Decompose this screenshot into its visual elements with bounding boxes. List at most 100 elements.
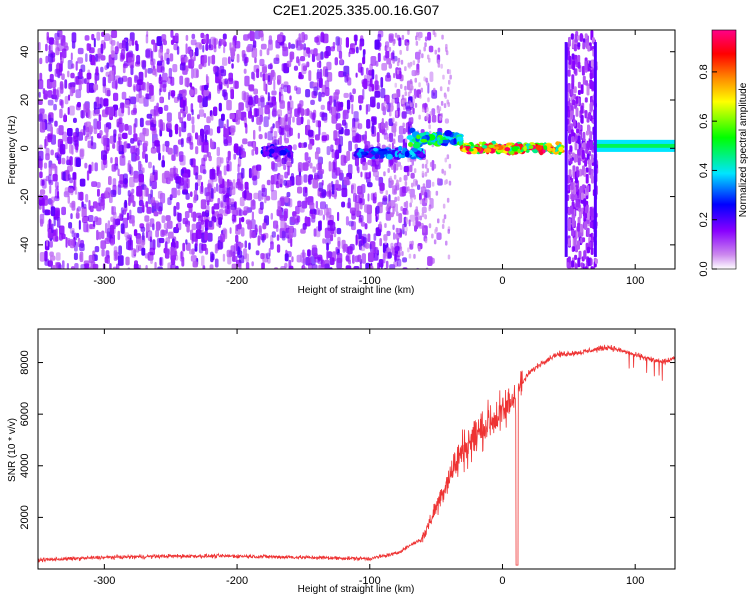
spectrogram-noise-cell: [197, 135, 202, 146]
snr-y-tick-label: 4000: [19, 454, 31, 478]
spectrogram-noise-cell: [400, 84, 403, 89]
spectrogram-noise-cell: [263, 116, 269, 128]
spectrogram-noise-cell: [54, 32, 61, 40]
spectrogram-stripe-cell: [572, 60, 576, 71]
spectrogram-noise-cell: [232, 179, 236, 190]
spectrogram-noise-cell: [383, 234, 388, 242]
spectrogram-noise-cell: [292, 116, 295, 123]
spectrogram-noise-cell: [121, 91, 127, 100]
spectrogram-noise-cell: [394, 253, 397, 262]
spectrogram-noise-cell: [427, 54, 430, 60]
spectrogram-noise-cell: [333, 92, 339, 100]
spectrogram-stripe-cell: [571, 193, 575, 201]
spectrogram-stripe-cell: [587, 246, 590, 254]
spectrogram-noise-cell: [38, 113, 43, 123]
snr-x-label: Height of straight line (km): [298, 584, 415, 595]
spectrogram-noise-cell: [157, 60, 163, 66]
spectrogram-noise-cell: [425, 179, 432, 189]
spectrogram-noise-cell: [96, 31, 101, 41]
snr-panel: -300 -200 -100 0 100 2000 4000 6000 8000 Height…: [7, 328, 676, 595]
spectrogram-noise-cell: [348, 220, 354, 227]
spectrogram-noise-cell: [231, 263, 238, 269]
spectrogram-noise-cell: [396, 61, 400, 67]
spectrogram-noise-cell: [389, 212, 394, 218]
spectrogram-stripe-cell: [586, 85, 590, 96]
spectrogram-noise-cell: [399, 165, 403, 171]
spectrogram-noise-cell: [306, 61, 310, 68]
spectrogram-noise-cell: [108, 106, 115, 117]
spectrogram-noise-cell: [220, 202, 224, 208]
spectrogram-noise-cell: [62, 131, 67, 142]
spectrogram-noise-cell: [210, 187, 214, 199]
spectrogram-noise-cell: [75, 144, 79, 153]
spectrogram-noise-cell: [447, 228, 450, 234]
spectrogram-noise-cell: [152, 239, 156, 251]
spectrogram-noise-cell: [89, 205, 94, 213]
spectrogram-noise-cell: [111, 164, 117, 172]
spectrogram-noise-cell: [218, 40, 221, 49]
spectrogram-noise-cell: [384, 239, 387, 245]
spectrogram-noise-cell: [132, 107, 137, 114]
spectrogram-noise-cell: [47, 99, 54, 106]
spectrogram-noise-cell: [405, 200, 409, 209]
spectrogram-noise-cell: [227, 179, 232, 187]
spectrogram-stripe-cell: [590, 247, 594, 255]
spectrogram-noise-cell: [313, 86, 318, 96]
spectrogram-noise-cell: [160, 66, 165, 73]
spectrogram-noise-cell: [414, 102, 418, 108]
spectrogram-noise-cell: [402, 257, 407, 263]
spectrogram-noise-cell: [69, 156, 73, 166]
spectrogram-noise-cell: [229, 227, 232, 234]
spectrogram-noise-cell: [402, 99, 405, 105]
spectrogram-noise-cell: [175, 146, 179, 157]
spectrogram-noise-cell: [222, 33, 227, 40]
spectrogram-stripe-cell: [571, 74, 575, 84]
spectrogram-noise-cell: [432, 30, 436, 36]
spectrogram-noise-cell: [182, 242, 186, 252]
spectrogram-noise-cell: [49, 73, 54, 83]
spectrogram-noise-cell: [267, 257, 271, 264]
spectrogram-noise-cell: [370, 56, 377, 66]
spectrogram-noise-cell: [449, 74, 452, 80]
spectrogram-noise-cell: [79, 148, 85, 157]
spectrogram-noise-cell: [220, 157, 224, 164]
spectrogram-noise-cell: [361, 253, 366, 264]
snr-series-line: [38, 344, 675, 566]
spectrogram-noise-cell: [273, 130, 278, 138]
spectrogram-noise-cell: [334, 57, 338, 66]
spectrogram-noise-cell: [415, 206, 418, 212]
spectrogram-signal-cell: [394, 150, 399, 158]
spectrogram-noise-cell: [211, 216, 217, 223]
spectrogram-noise-cell: [137, 140, 142, 146]
spectrogram-noise-cell: [144, 68, 147, 78]
spectrogram-noise-cell: [354, 135, 359, 142]
spectrogram-noise-cell: [383, 171, 386, 177]
spectrogram-noise-cell: [42, 178, 47, 189]
spectrogram-noise-cell: [386, 58, 392, 65]
snr-plot-area: [38, 329, 675, 569]
spectrogram-noise-cell: [117, 230, 121, 241]
spectrogram-noise-cell: [52, 173, 58, 182]
spectrogram-noise-cell: [154, 68, 158, 77]
spectrogram-noise-cell: [139, 163, 143, 171]
spectrogram-noise-cell: [285, 113, 288, 122]
spectrogram-noise-cell: [287, 85, 291, 94]
spectrogram-noise-cell: [388, 33, 394, 42]
spectrogram-noise-cell: [86, 72, 92, 80]
spectrogram-stripe-cell: [581, 169, 585, 176]
spectrogram-noise-cell: [276, 234, 280, 241]
spectrogram-noise-cell: [345, 255, 350, 262]
spectrogram-noise-cell: [176, 202, 180, 210]
snr-y-ticks: 2000 4000 6000 8000: [19, 350, 675, 530]
spectrogram-noise-cell: [198, 64, 203, 70]
spectrogram-noise-cell: [130, 96, 137, 105]
snr-marks: [38, 344, 675, 566]
spectrogram-signal-cell: [404, 150, 410, 158]
spectrogram-noise-cell: [70, 268, 74, 269]
spectrogram-noise-cell: [184, 211, 190, 219]
spectrogram-noise-cell: [392, 50, 395, 60]
spectrogram-noise-cell: [375, 175, 380, 181]
spectrogram-stripe-cell: [584, 60, 588, 71]
spectrogram-noise-cell: [67, 174, 71, 181]
